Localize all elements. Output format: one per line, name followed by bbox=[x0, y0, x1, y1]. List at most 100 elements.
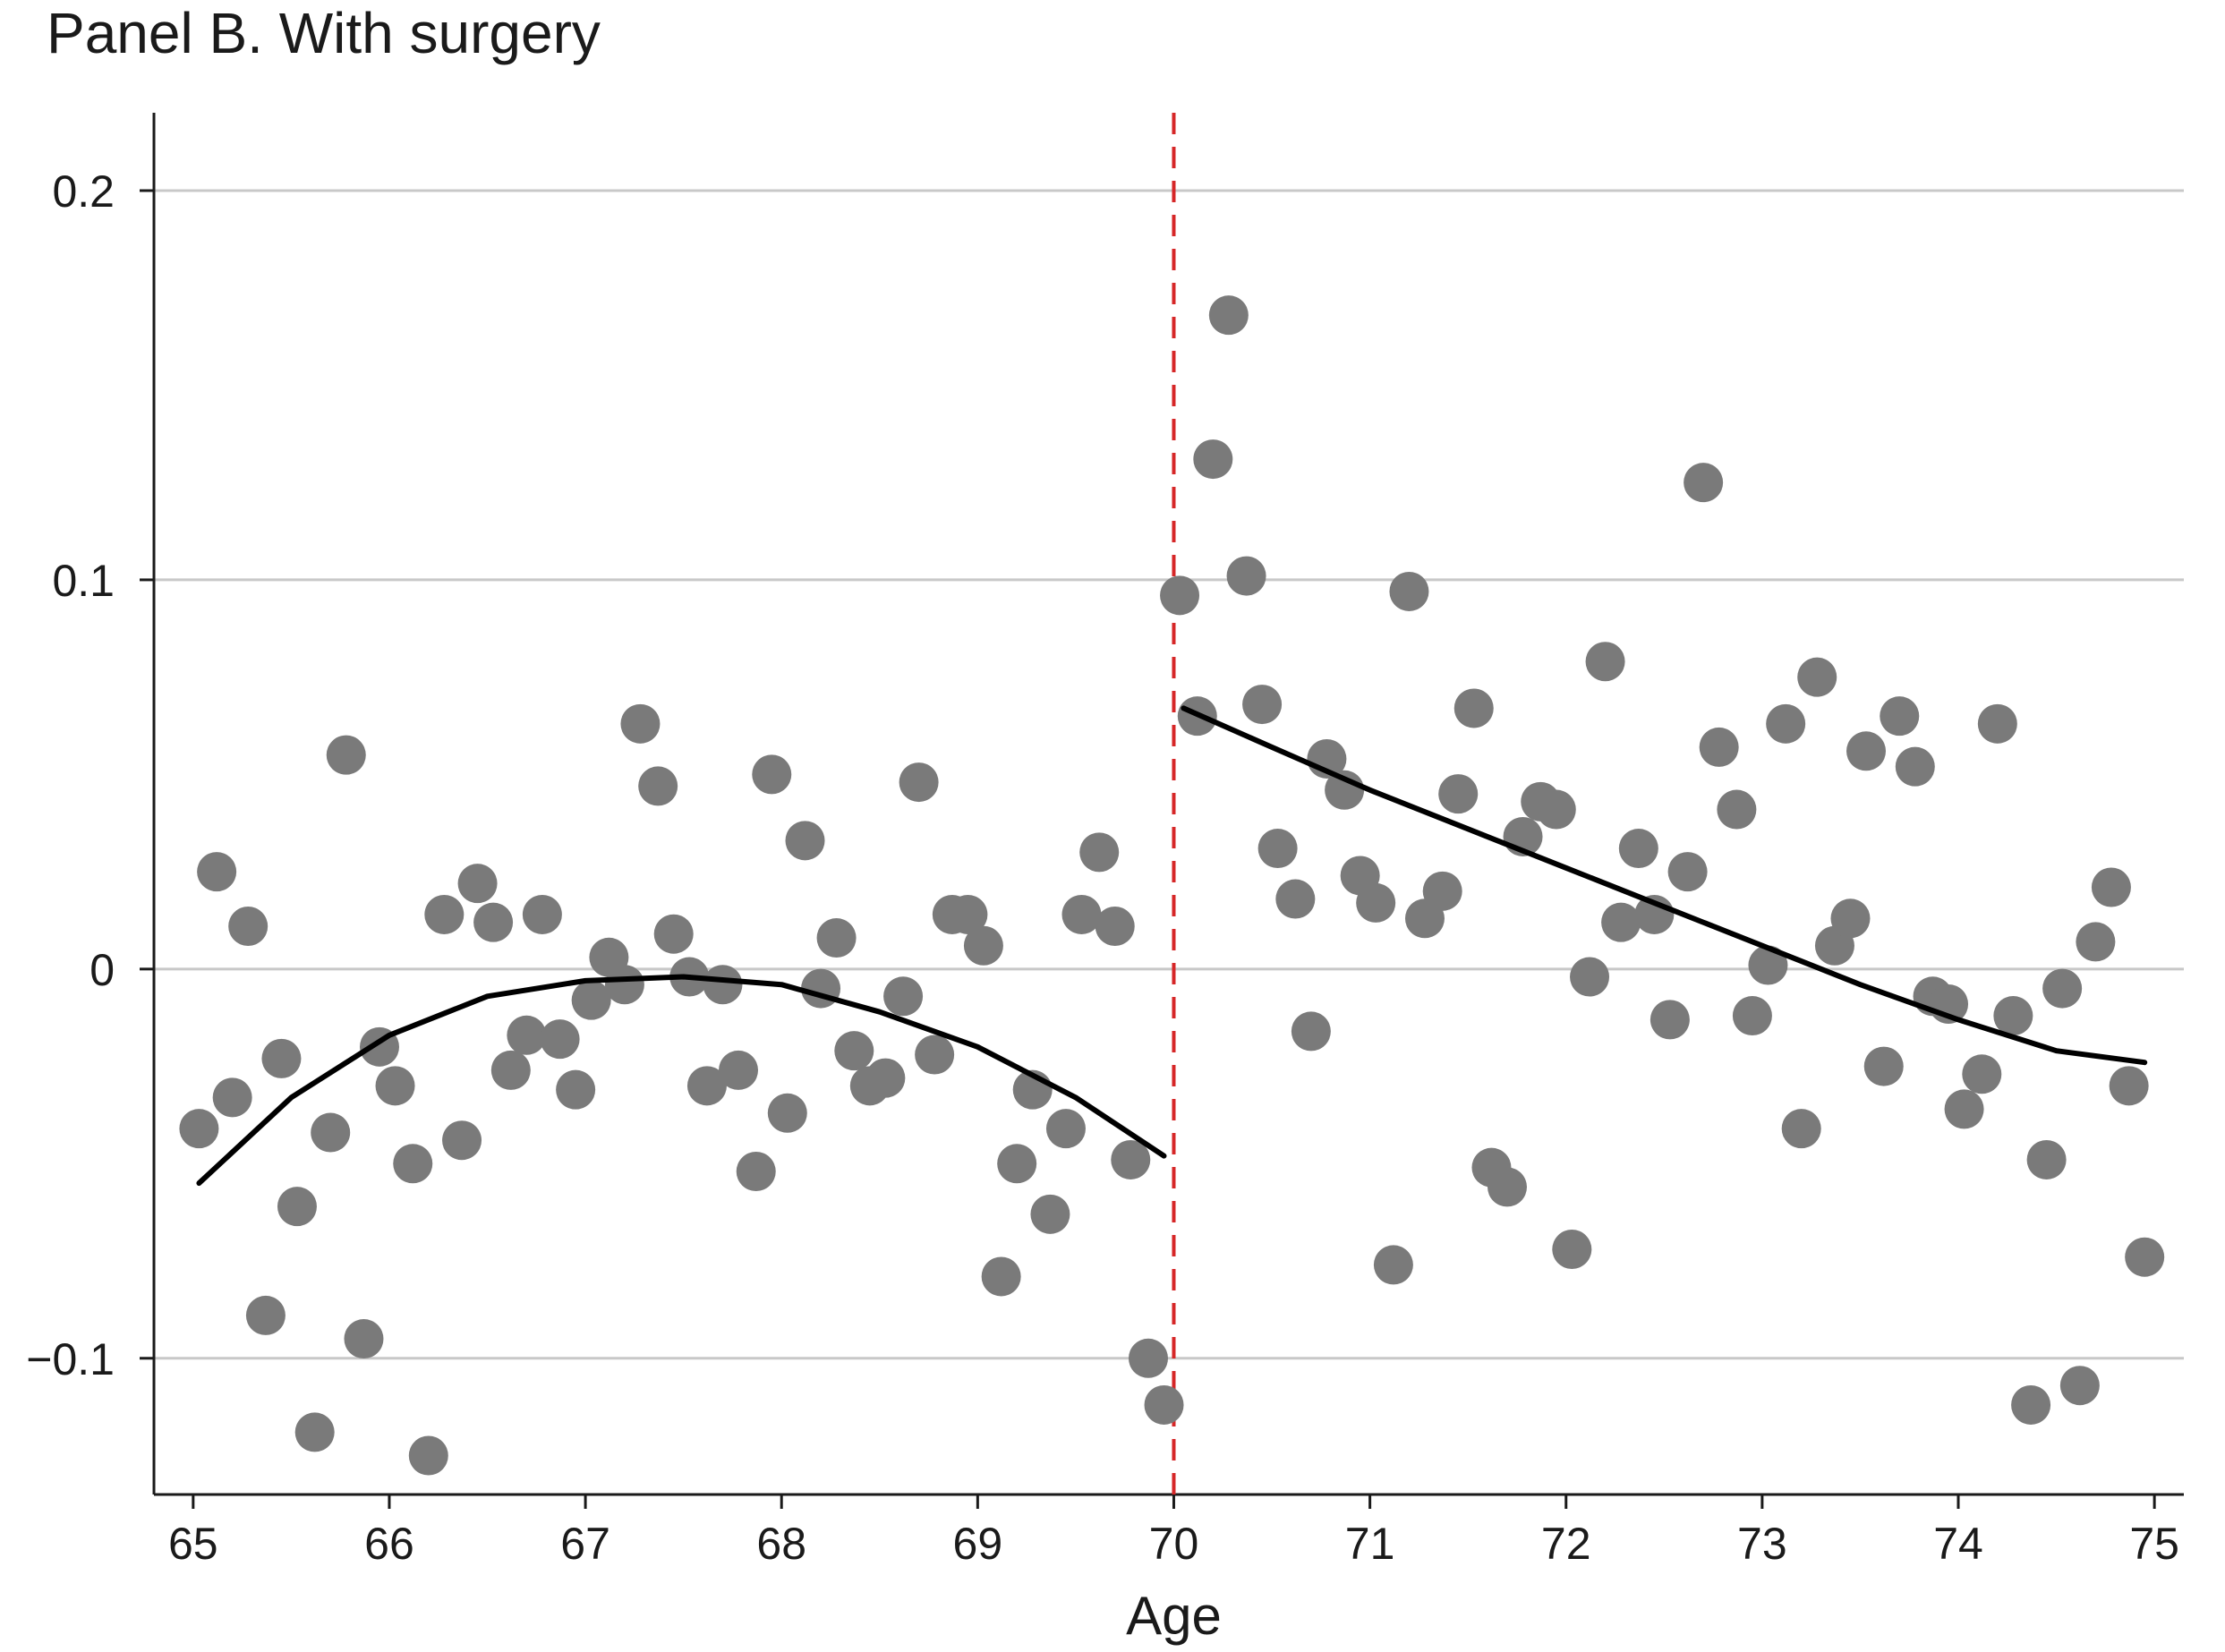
data-point bbox=[736, 1152, 776, 1192]
data-point bbox=[1208, 295, 1249, 336]
data-point bbox=[179, 1109, 219, 1149]
x-tick-label: 75 bbox=[2129, 1519, 2179, 1569]
data-point bbox=[1111, 1139, 1151, 1179]
x-tick-label: 71 bbox=[1345, 1519, 1395, 1569]
data-point bbox=[326, 735, 366, 775]
data-point bbox=[801, 968, 841, 1009]
data-point bbox=[1356, 882, 1396, 923]
y-tick-label: −0.1 bbox=[26, 1334, 115, 1384]
fit-lines bbox=[196, 705, 2148, 1187]
data-point bbox=[1618, 829, 1658, 869]
data-point bbox=[1275, 879, 1316, 919]
data-point bbox=[1863, 1046, 1904, 1086]
data-point bbox=[719, 1050, 759, 1090]
data-point bbox=[1389, 571, 1429, 611]
data-point bbox=[883, 976, 924, 1017]
data-point bbox=[686, 1066, 727, 1106]
data-point bbox=[261, 1038, 302, 1078]
data-point bbox=[457, 864, 498, 904]
data-point bbox=[442, 1120, 482, 1161]
data-point bbox=[997, 1144, 1037, 1184]
data-point bbox=[1895, 746, 1935, 787]
data-point bbox=[1030, 1194, 1070, 1234]
data-point bbox=[1732, 996, 1772, 1036]
data-point bbox=[408, 1435, 448, 1476]
axes bbox=[140, 113, 2184, 1509]
data-point bbox=[1684, 463, 1724, 503]
data-point bbox=[1830, 898, 1871, 939]
data-point bbox=[638, 766, 678, 806]
data-point bbox=[473, 902, 514, 942]
data-point bbox=[507, 1015, 547, 1055]
data-point bbox=[344, 1319, 384, 1359]
data-point bbox=[1552, 1229, 1592, 1269]
data-point bbox=[2076, 922, 2116, 962]
x-tick-label: 70 bbox=[1149, 1519, 1199, 1569]
data-point bbox=[1650, 1000, 1690, 1040]
data-point bbox=[1045, 1109, 1086, 1149]
data-point bbox=[571, 980, 611, 1020]
data-point bbox=[2059, 1366, 2100, 1406]
data-point bbox=[1128, 1338, 1168, 1378]
data-point bbox=[1373, 1245, 1413, 1285]
data-point bbox=[1846, 731, 1887, 771]
data-point bbox=[1488, 1167, 1527, 1207]
chart-title: Panel B. With surgery bbox=[47, 1, 601, 65]
data-point bbox=[522, 894, 562, 934]
data-point bbox=[540, 1019, 580, 1060]
data-point bbox=[816, 918, 857, 958]
data-point bbox=[1993, 996, 2033, 1036]
data-point bbox=[490, 1050, 531, 1090]
data-point bbox=[556, 1069, 596, 1110]
data-point bbox=[1570, 957, 1610, 997]
x-tick-label: 69 bbox=[953, 1519, 1003, 1569]
data-point bbox=[245, 1295, 286, 1335]
x-tick-label: 67 bbox=[560, 1519, 610, 1569]
data-point bbox=[1717, 789, 1757, 830]
data-point bbox=[899, 762, 939, 803]
data-point bbox=[1193, 439, 1233, 480]
data-point bbox=[294, 1412, 335, 1452]
y-tick-label: 0.2 bbox=[52, 166, 115, 217]
x-tick-label: 68 bbox=[756, 1519, 806, 1569]
data-point bbox=[2109, 1066, 2149, 1106]
x-tick-label: 74 bbox=[1933, 1519, 1983, 1569]
data-point bbox=[653, 914, 694, 954]
data-point bbox=[1962, 1054, 2002, 1094]
data-point bbox=[228, 907, 269, 947]
data-point bbox=[393, 1144, 433, 1184]
data-point bbox=[375, 1066, 415, 1106]
data-point bbox=[1325, 770, 1365, 810]
x-tick-label: 73 bbox=[1737, 1519, 1787, 1569]
data-point bbox=[1748, 945, 1788, 985]
x-axis-title: Age bbox=[1126, 1586, 1222, 1646]
data-point bbox=[311, 1112, 351, 1153]
fit-line-left bbox=[196, 974, 1167, 1187]
data-point bbox=[1257, 829, 1298, 869]
data-point bbox=[604, 965, 644, 1005]
data-point bbox=[1699, 727, 1739, 767]
data-point bbox=[752, 754, 792, 795]
grid-lines bbox=[154, 189, 2184, 1360]
data-point bbox=[212, 1077, 252, 1118]
fit-line-right bbox=[1181, 705, 2148, 1066]
data-point bbox=[1061, 894, 1102, 934]
data-point bbox=[2091, 867, 2131, 907]
data-point bbox=[1438, 774, 1479, 814]
y-tick-label: 0 bbox=[90, 945, 115, 995]
tick-labels: −0.1 0 0.1 0.2 65 66 67 68 69 70 71 72 73 74 75 bbox=[26, 166, 2179, 1569]
data-point bbox=[1536, 789, 1576, 830]
data-point bbox=[1781, 1109, 1821, 1149]
x-tick-label: 66 bbox=[364, 1519, 414, 1569]
data-point bbox=[703, 965, 743, 1005]
data-point bbox=[1144, 1384, 1184, 1425]
data-point bbox=[865, 1058, 906, 1098]
data-point bbox=[767, 1093, 807, 1133]
x-tick-label: 72 bbox=[1541, 1519, 1591, 1569]
data-point bbox=[1880, 696, 1920, 737]
x-tick-label: 65 bbox=[168, 1519, 218, 1569]
data-point bbox=[948, 894, 988, 934]
data-point bbox=[1291, 1011, 1331, 1052]
data-point bbox=[2026, 1139, 2067, 1179]
data-point bbox=[2125, 1237, 2165, 1277]
